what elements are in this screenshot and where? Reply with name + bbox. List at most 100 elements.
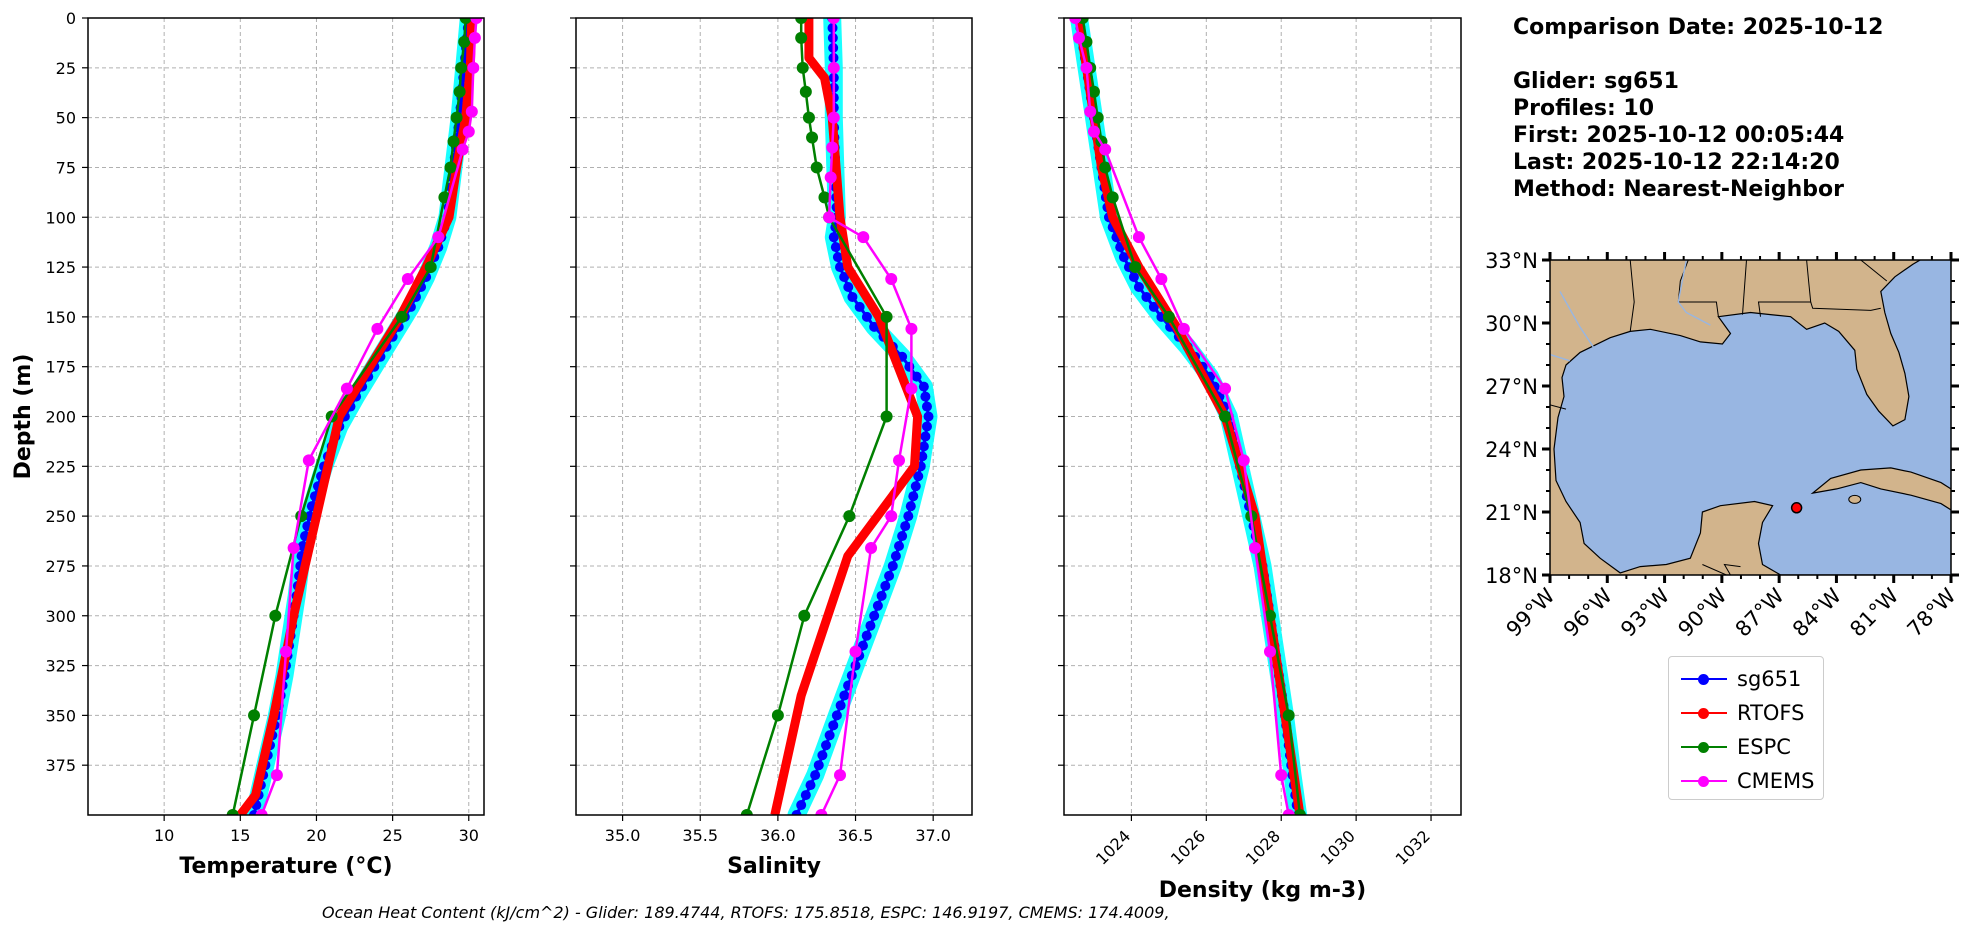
map-lat-label: 21°N: [1485, 501, 1538, 525]
salinity-point-sg651: [880, 580, 891, 591]
density-xlabel: Density (kg m-3): [1159, 878, 1367, 903]
comparison-date: Comparison Date: 2025-10-12: [1513, 15, 1884, 40]
salinity-point-cmems: [849, 645, 862, 658]
salinity-series-cmems-line: [820, 18, 913, 815]
salinity-point-sg651: [869, 321, 880, 332]
legend-label-sg651: sg651: [1737, 667, 1802, 691]
salinity-panel: 35.0 35.5 36.0 36.5 37.0 Salinity: [570, 17, 973, 879]
last-time: Last: 2025-10-12 22:14:20: [1513, 150, 1840, 175]
map-lon-label: 99°W: [1502, 583, 1560, 641]
salinity-point-espc: [880, 310, 893, 323]
temperature-point-espc: [424, 261, 437, 274]
legend-item-rtofs: RTOFS: [1679, 698, 1804, 728]
legend-swatch-rtofs: [1679, 703, 1729, 723]
temperature-ytick-label: 175: [45, 358, 76, 377]
temperature-point-cmems: [468, 31, 481, 44]
salinity-point-sg651: [857, 640, 868, 651]
map-area: [1550, 260, 1951, 575]
salinity-point-espc: [806, 131, 819, 144]
legend-label-rtofs: RTOFS: [1737, 701, 1805, 725]
temperature-xtick-label: 10: [154, 826, 174, 845]
salinity-point-cmems: [834, 769, 846, 782]
temperature-ytick-label: 350: [45, 706, 76, 725]
salinity-point-sg651: [828, 720, 839, 731]
temperature-point-cmems: [371, 322, 384, 335]
temperature-xtick-label: 30: [459, 826, 479, 845]
ohc-footer: Ocean Heat Content (kJ/cm^2) - Glider: 1…: [322, 903, 1170, 922]
state-border: [1723, 563, 1741, 575]
density-point-cmems: [1155, 273, 1168, 286]
state-border: [1860, 260, 1888, 282]
temperature-point-espc: [455, 61, 468, 74]
map-lon-label: 78°W: [1903, 583, 1961, 641]
salinity-point-cmems: [815, 809, 828, 815]
state-border: [1742, 260, 1747, 315]
state-border: [1678, 301, 1719, 317]
temperature-point-cmems: [467, 61, 480, 74]
salinity-xlabel: Salinity: [727, 854, 821, 879]
salinity-point-sg651: [872, 600, 883, 611]
temperature-point-espc: [444, 161, 457, 174]
temperature-point-espc: [458, 35, 471, 48]
map-lon-label: 96°W: [1559, 583, 1617, 641]
density-point-cmems: [1080, 61, 1093, 74]
density-point-cmems: [1282, 809, 1295, 815]
salinity-point-sg651: [839, 690, 850, 701]
salinity-point-espc: [843, 510, 856, 523]
temperature-xtick-label: 20: [306, 826, 326, 845]
temperature-ytick-label: 300: [45, 607, 76, 626]
salinity-point-sg651: [890, 550, 901, 561]
salinity-point-sg651: [830, 242, 841, 253]
legend-swatch-sg651: [1679, 669, 1729, 689]
salinity-point-sg651: [911, 371, 922, 382]
map-lon-label: 81°W: [1845, 583, 1903, 641]
salinity-xtick-label: 35.5: [682, 826, 718, 845]
density-point-espc: [1282, 709, 1295, 722]
temperature-ytick-label: 50: [56, 109, 76, 128]
map-lat-label: 27°N: [1485, 375, 1538, 399]
temperature-point-cmems: [287, 542, 300, 555]
salinity-point-sg651: [876, 590, 887, 601]
salinity-point-espc: [880, 410, 893, 423]
salinity-point-sg651: [831, 710, 842, 721]
legend-label-espc: ESPC: [1737, 735, 1791, 759]
map-frame: [1549, 259, 1952, 576]
salinity-point-sg651: [921, 421, 932, 432]
salinity-point-cmems: [905, 382, 918, 395]
density-point-espc: [1263, 609, 1276, 622]
density-point-cmems: [1249, 542, 1262, 555]
salinity-point-sg651: [897, 531, 908, 542]
density-point-cmems: [1219, 382, 1232, 395]
salinity-point-cmems: [823, 211, 836, 224]
temperature-ytick-label: 0: [66, 9, 76, 28]
temperature-point-espc: [226, 809, 239, 815]
map-lon-label: 93°W: [1616, 583, 1674, 641]
salinity-series-rtofs-line: [770, 18, 923, 815]
salinity-point-sg651: [854, 301, 865, 312]
temperature-point-espc: [395, 310, 408, 323]
temperature-ytick-label: 225: [45, 457, 76, 476]
salinity-point-cmems: [826, 141, 839, 154]
state-border: [1629, 260, 1635, 332]
map-lon-label: 84°W: [1788, 583, 1846, 641]
salinity-point-espc: [818, 191, 831, 204]
state-border: [1810, 301, 1881, 311]
salinity-point-espc: [798, 609, 811, 622]
temperature-point-cmems: [465, 105, 478, 118]
salinity-point-sg651: [920, 431, 931, 442]
salinity-point-sg651: [791, 810, 802, 815]
temperature-panel: 10 15 20 25 30025507510012515017520022525027…: [11, 9, 485, 879]
temperature-ytick-label: 275: [45, 557, 76, 576]
salinity-point-sg651: [810, 770, 821, 781]
info-block: Comparison Date: 2025-10-12 Glider: sg65…: [1513, 14, 1883, 203]
legend-label-cmems: CMEMS: [1737, 769, 1815, 793]
density-point-espc: [1087, 85, 1100, 98]
salinity-point-espc: [795, 31, 808, 44]
density-xtick-label: 1024: [1092, 826, 1134, 868]
salinity-point-espc: [771, 709, 784, 722]
salinity-point-sg651: [908, 491, 919, 502]
salinity-point-sg651: [921, 401, 932, 412]
salinity-point-sg651: [904, 361, 915, 372]
cuba-island: [1810, 467, 1951, 511]
density-xtick-label: 1032: [1392, 826, 1434, 868]
